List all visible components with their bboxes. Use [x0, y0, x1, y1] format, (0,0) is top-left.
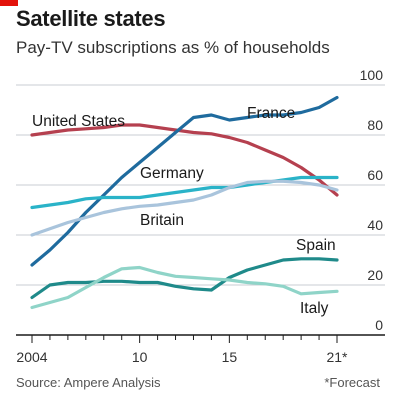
series-line-france	[30, 95, 339, 267]
series-line-britain	[30, 179, 339, 237]
y-tick-label: 0	[375, 317, 383, 333]
chart-title: Satellite states	[16, 6, 166, 31]
series-label-united-states: United States	[32, 113, 125, 130]
y-tick-label: 20	[367, 267, 383, 283]
x-tick-label: 2004	[16, 349, 47, 365]
x-tick-label: 15	[222, 349, 238, 365]
y-tick-label: 100	[360, 67, 384, 83]
series-label-spain: Spain	[296, 237, 336, 254]
series-label-britain: Britain	[140, 212, 184, 229]
accent-bar	[0, 0, 18, 6]
forecast-note: *Forecast	[324, 375, 380, 390]
x-tick-label: 10	[132, 349, 148, 365]
grid-lines	[16, 84, 385, 286]
x-tick-label: 21*	[326, 349, 348, 365]
chart-subtitle: Pay-TV subscriptions as % of households	[16, 38, 330, 57]
x-axis: 2004 10 15 21*	[16, 334, 385, 365]
series-line-spain	[30, 257, 339, 300]
series-line-germany	[30, 175, 339, 210]
source-note: Source: Ampere Analysis	[16, 375, 161, 390]
series-label-germany: Germany	[140, 165, 204, 182]
series-lines	[30, 95, 339, 310]
series-label-france: France	[247, 105, 295, 122]
y-tick-label: 40	[367, 217, 383, 233]
y-tick-label: 60	[367, 167, 383, 183]
series-line-united-states	[30, 123, 339, 197]
series-labels: United States France Germany Britain Spain It…	[32, 105, 336, 317]
series-label-italy: Italy	[300, 300, 329, 317]
y-tick-label: 80	[367, 117, 383, 133]
y-tick-labels: 0 20 40 60 80 100	[360, 67, 384, 333]
series-line-italy	[30, 265, 339, 310]
